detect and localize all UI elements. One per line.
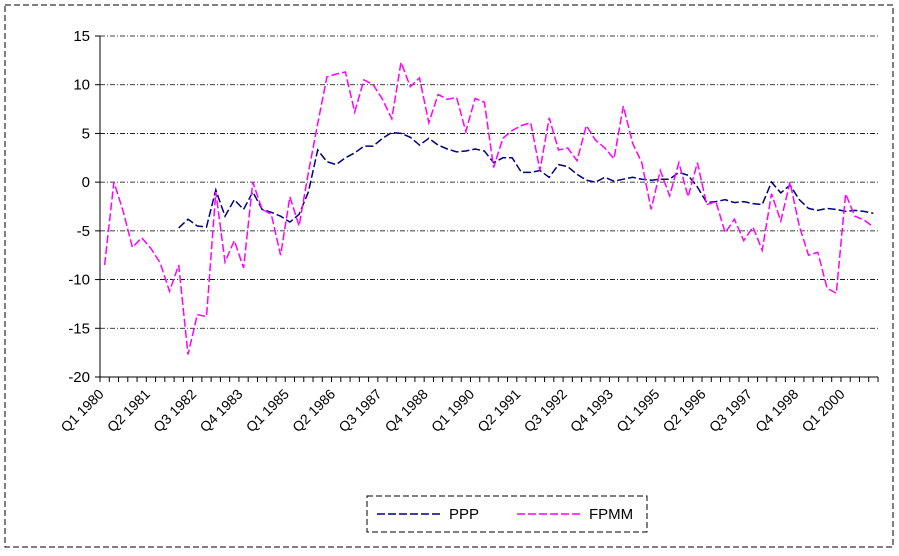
y-tick-label: -20: [68, 369, 90, 386]
series-line: [103, 59, 874, 355]
legend-label: PPP: [449, 506, 479, 523]
legend-label: FPMM: [589, 506, 633, 523]
y-tick-label: -5: [77, 223, 90, 240]
chart-border: [4, 4, 894, 548]
y-tick-label: 10: [73, 77, 90, 94]
y-tick-label: 5: [82, 125, 90, 142]
y-tick-label: -15: [68, 320, 90, 337]
y-tick-label: 15: [73, 28, 90, 45]
y-tick-label: 0: [82, 174, 90, 191]
y-tick-label: -10: [68, 272, 90, 289]
series-line: [178, 131, 874, 229]
